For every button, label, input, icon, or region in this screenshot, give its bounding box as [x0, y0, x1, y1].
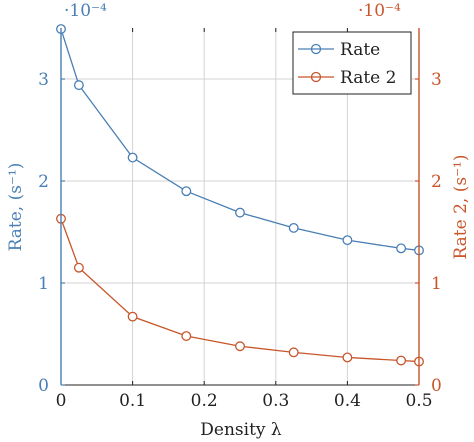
data-point-rate — [127, 152, 138, 163]
data-point-rate — [396, 243, 407, 254]
data-point-rate — [73, 80, 84, 91]
x-tick-label: 0.2 — [191, 391, 218, 411]
x-tick-label: 0.4 — [334, 391, 361, 411]
legend-label-rate: Rate — [340, 40, 380, 60]
left-tick-label: 1 — [38, 274, 49, 294]
x-tick-label: 0.3 — [262, 391, 289, 411]
legend-marker-rate — [310, 43, 322, 55]
data-point-rate-2 — [73, 262, 84, 273]
data-point-rate — [235, 207, 245, 218]
legend-label-rate-2: Rate 2 — [340, 68, 396, 88]
data-point-rate-2 — [127, 311, 138, 322]
right-axis-label: Rate 2, (s⁻¹) — [451, 154, 471, 259]
data-point-rate-2 — [396, 355, 407, 366]
data-point-rate-2 — [235, 341, 245, 352]
right-axis-scale-label: ·10⁻⁴ — [358, 1, 401, 21]
legend-entry-rate: Rate — [298, 40, 380, 60]
data-point-rate-2 — [342, 352, 353, 363]
x-axis-label: Density λ — [200, 420, 282, 440]
legend: Rate Rate 2 — [292, 31, 412, 95]
left-tick-label: 0 — [38, 376, 49, 396]
right-tick-label: 1 — [431, 274, 442, 294]
data-point-rate — [181, 186, 192, 197]
x-tick-label: 0.5 — [405, 391, 432, 411]
left-axis-scale-label: ·10⁻⁴ — [64, 1, 107, 21]
data-point-rate — [342, 235, 353, 246]
data-point-rate — [288, 222, 299, 233]
legend-entry-rate-2: Rate 2 — [298, 68, 396, 88]
right-tick-label: 2 — [431, 172, 442, 192]
data-point-rate-2 — [181, 331, 192, 341]
data-point-rate-2 — [288, 347, 299, 358]
series-line-rate-2 — [60, 218, 420, 363]
x-tick-label: 0 — [56, 391, 67, 411]
left-tick-label: 3 — [38, 70, 49, 90]
legend-box — [292, 31, 412, 95]
left-tick-label: 2 — [38, 172, 49, 192]
left-axis-label: Rate, (s⁻¹) — [6, 163, 26, 252]
x-tick-label: 0.1 — [119, 391, 146, 411]
right-tick-label: 3 — [431, 70, 442, 90]
right-tick-label: 0 — [431, 376, 442, 396]
legend-marker-rate-2 — [310, 71, 322, 83]
